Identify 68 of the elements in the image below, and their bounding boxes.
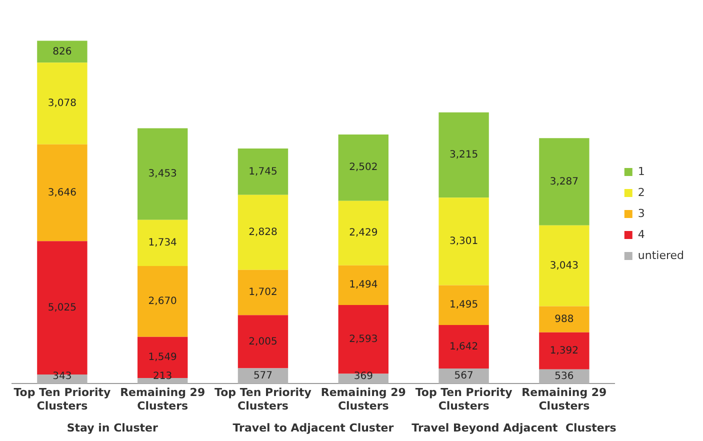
data-label: 577 xyxy=(253,370,273,382)
bar xyxy=(438,198,489,286)
bar xyxy=(438,324,489,369)
x-tick-label: Remaining 29 Clusters xyxy=(120,386,206,412)
data-label: 1,392 xyxy=(550,345,579,356)
bar xyxy=(238,148,288,195)
data-label: 2,670 xyxy=(148,296,177,307)
data-label: 2,502 xyxy=(349,162,378,174)
data-label: 1,745 xyxy=(248,166,278,178)
bar xyxy=(138,336,188,378)
data-label: 5,025 xyxy=(48,302,77,314)
data-label: 826 xyxy=(52,46,72,58)
bar xyxy=(138,128,188,220)
bar xyxy=(539,306,590,332)
text: Travel Beyond Adjacent Clusters xyxy=(412,421,617,434)
legend-label: 2 xyxy=(638,186,645,199)
bar xyxy=(238,368,288,384)
bar xyxy=(539,332,590,370)
bar xyxy=(138,220,188,266)
data-label: 567 xyxy=(454,370,474,382)
data-label: 1,549 xyxy=(148,352,177,363)
data-label: 2,429 xyxy=(349,228,378,239)
bar xyxy=(338,134,388,201)
data-label: 1,495 xyxy=(449,300,478,311)
bar xyxy=(238,270,288,316)
x-tick-label: Remaining 29 Clusters xyxy=(522,386,607,412)
data-label: 2,828 xyxy=(248,226,278,238)
legend-label: untiered xyxy=(638,248,684,262)
data-label: 3,043 xyxy=(550,260,579,272)
bar xyxy=(539,138,590,226)
bar xyxy=(438,285,489,325)
data-label: 2,005 xyxy=(248,336,278,348)
bar xyxy=(138,266,188,337)
data-label: 1,494 xyxy=(349,280,378,291)
data-label: 343 xyxy=(52,371,72,382)
data-label: 536 xyxy=(554,371,574,382)
data-label: 1,642 xyxy=(449,341,478,352)
legend-label: 4 xyxy=(638,228,645,241)
bar xyxy=(37,40,88,63)
data-label: 3,287 xyxy=(550,176,579,188)
data-label: 988 xyxy=(554,314,574,325)
bar xyxy=(238,315,288,368)
x-tick-label: Remaining 29 Clusters xyxy=(320,386,406,412)
bar xyxy=(37,144,88,242)
bar xyxy=(438,368,489,384)
text: Travel to Adjacent Cluster xyxy=(232,421,394,434)
data-label: 3,078 xyxy=(48,98,77,110)
bar xyxy=(438,112,489,198)
data-label: 2,593 xyxy=(349,334,378,345)
data-label: 3,215 xyxy=(449,150,478,161)
legend-label: 3 xyxy=(638,206,645,220)
x-tick-label: Top Ten Priority Clusters xyxy=(214,386,312,412)
data-label: 3,301 xyxy=(449,236,478,248)
data-label: 1,734 xyxy=(148,238,177,249)
x-tick-label: Top Ten Priority Clusters xyxy=(415,386,512,412)
legend-label: 1 xyxy=(638,164,645,178)
bar xyxy=(338,200,388,266)
data-label: 1,702 xyxy=(248,287,278,298)
bar xyxy=(238,194,288,270)
bar xyxy=(338,265,388,305)
text: Stay in Cluster xyxy=(66,421,159,434)
data-label: 3,646 xyxy=(48,187,77,198)
x-tick-label: Top Ten Priority Clusters xyxy=(14,386,111,412)
data-label: 369 xyxy=(354,371,373,382)
bar xyxy=(138,378,188,384)
bar xyxy=(37,62,88,144)
data-label: 3,453 xyxy=(148,168,177,180)
bar xyxy=(539,225,590,306)
